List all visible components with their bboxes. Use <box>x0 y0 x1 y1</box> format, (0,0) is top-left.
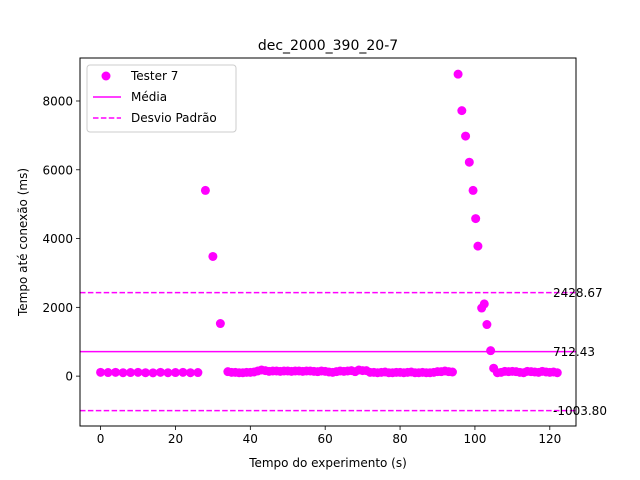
std-lower-value-label: -1003.80 <box>553 404 607 418</box>
y-axis: 0 2000 4000 6000 8000 <box>42 94 80 384</box>
x-tick-label: 80 <box>392 432 407 446</box>
data-point <box>118 368 128 378</box>
data-point <box>103 368 113 378</box>
data-point <box>170 368 180 378</box>
std-upper-value-label: 2428.67 <box>553 286 603 300</box>
data-point <box>148 368 158 378</box>
data-point <box>453 69 463 79</box>
x-tick-label: 40 <box>243 432 258 446</box>
y-tick-label: 8000 <box>42 94 73 108</box>
data-point <box>133 367 143 377</box>
data-point <box>447 367 457 377</box>
legend-box <box>86 64 237 133</box>
data-point <box>126 368 136 378</box>
mean-value-label: 712.43 <box>553 345 595 359</box>
data-point <box>473 241 483 251</box>
x-axis: 0 20 40 60 80 100 120 <box>97 426 561 446</box>
legend-label-std: Desvio Padrão <box>131 111 217 125</box>
data-point <box>111 367 121 377</box>
legend-label-mean: Média <box>131 90 167 104</box>
data-point <box>471 214 481 224</box>
data-point <box>200 185 210 195</box>
x-tick-label: 60 <box>318 432 333 446</box>
data-point <box>486 346 496 356</box>
data-point <box>215 319 225 329</box>
x-axis-label: Tempo do experimento (s) <box>248 456 407 470</box>
data-point <box>178 367 188 377</box>
plot-content <box>80 69 576 412</box>
plot-frame <box>79 57 577 427</box>
x-tick-label: 100 <box>463 432 486 446</box>
legend-marker-scatter <box>101 71 111 81</box>
data-point <box>96 367 106 377</box>
data-point <box>193 368 203 378</box>
data-point <box>464 157 474 167</box>
data-point <box>163 368 173 378</box>
legend: Tester 7 Média Desvio Padrão <box>86 64 237 133</box>
data-point <box>208 251 218 261</box>
data-point <box>552 368 562 378</box>
x-tick-label: 0 <box>97 432 105 446</box>
data-point <box>468 185 478 195</box>
data-point <box>155 367 165 377</box>
data-point <box>461 131 471 141</box>
y-tick-label: 6000 <box>42 163 73 177</box>
y-tick-label: 2000 <box>42 301 73 315</box>
data-point <box>479 299 489 309</box>
data-point <box>482 320 492 330</box>
data-point <box>457 106 467 116</box>
data-point <box>141 368 151 378</box>
chart-title: dec_2000_390_20-7 <box>258 38 398 54</box>
y-axis-label: Tempo até conexão (ms) <box>16 168 30 317</box>
y-tick-label: 0 <box>65 370 73 384</box>
x-tick-label: 120 <box>538 432 561 446</box>
y-tick-label: 4000 <box>42 232 73 246</box>
x-tick-label: 20 <box>168 432 183 446</box>
legend-label-scatter: Tester 7 <box>130 69 178 83</box>
data-point <box>185 368 195 378</box>
